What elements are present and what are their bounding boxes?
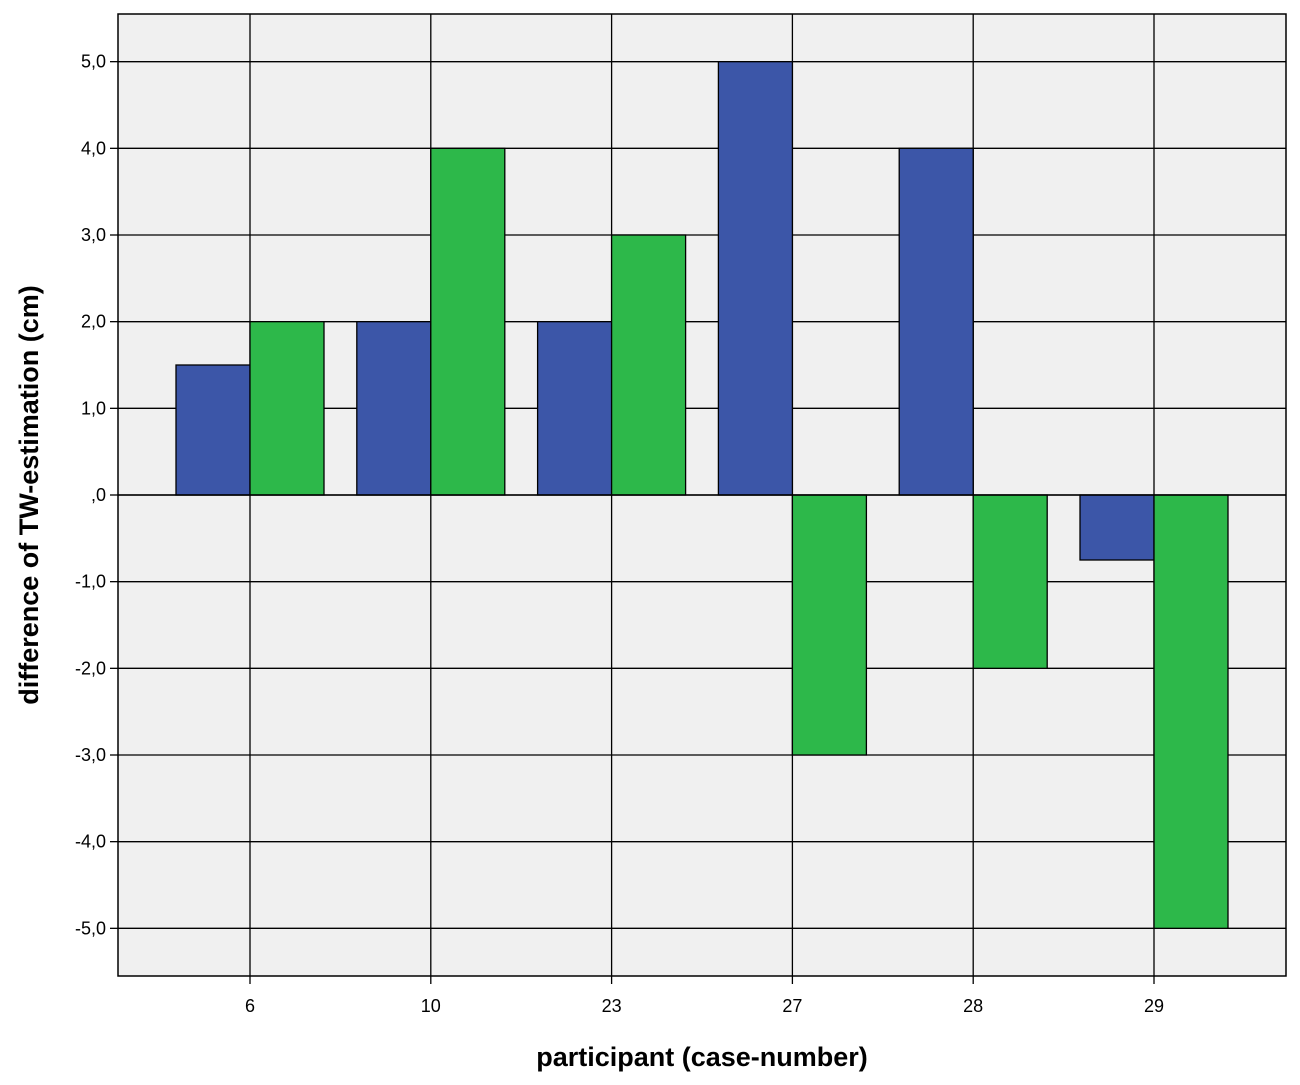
y-tick-label: 5,0 [81, 52, 106, 72]
bar-series-1-23 [536, 321, 613, 496]
x-tick-label: 29 [1144, 996, 1164, 1016]
y-tick-label: -3,0 [75, 745, 106, 765]
x-axis-title: participant (case-number) [536, 1042, 868, 1072]
x-axis-ticks: 6 10 23 27 28 29 [245, 976, 1164, 1016]
y-tick-label: -5,0 [75, 918, 106, 938]
bar-series-1-27 [717, 61, 794, 496]
bar-series-1-29 [1079, 494, 1155, 561]
x-tick-label: 23 [602, 996, 622, 1016]
x-tick-label: 28 [963, 996, 983, 1016]
bar-series-2-29 [1153, 494, 1229, 929]
y-tick-label: ,0 [91, 485, 106, 505]
y-tick-label: 2,0 [81, 312, 106, 332]
bars [175, 61, 1229, 929]
bar-series-2-6 [249, 321, 325, 496]
bar-series-2-23 [610, 234, 687, 496]
bar-series-2-27 [791, 494, 868, 756]
y-tick-label: -4,0 [75, 832, 106, 852]
y-tick-label: 1,0 [81, 398, 106, 418]
y-axis-ticks: 5,0 4,0 3,0 2,0 1,0 ,0 -1,0 -2,0 -3,0 -4,0 -5,0 [75, 52, 118, 938]
y-tick-label: -1,0 [75, 572, 106, 592]
x-tick-label: 27 [782, 996, 802, 1016]
bar-series-2-28 [972, 494, 1048, 669]
bar-series-1-6 [175, 364, 251, 496]
y-tick-label: -2,0 [75, 658, 106, 678]
y-axis-title: difference of TW-estimation (cm) [14, 285, 44, 705]
x-tick-label: 6 [245, 996, 255, 1016]
bar-series-1-28 [898, 147, 974, 496]
y-tick-label: 3,0 [81, 225, 106, 245]
bar-series-1-10 [356, 321, 432, 496]
x-tick-label: 10 [421, 996, 441, 1016]
y-tick-label: 4,0 [81, 138, 106, 158]
bar-series-2-10 [430, 147, 506, 496]
